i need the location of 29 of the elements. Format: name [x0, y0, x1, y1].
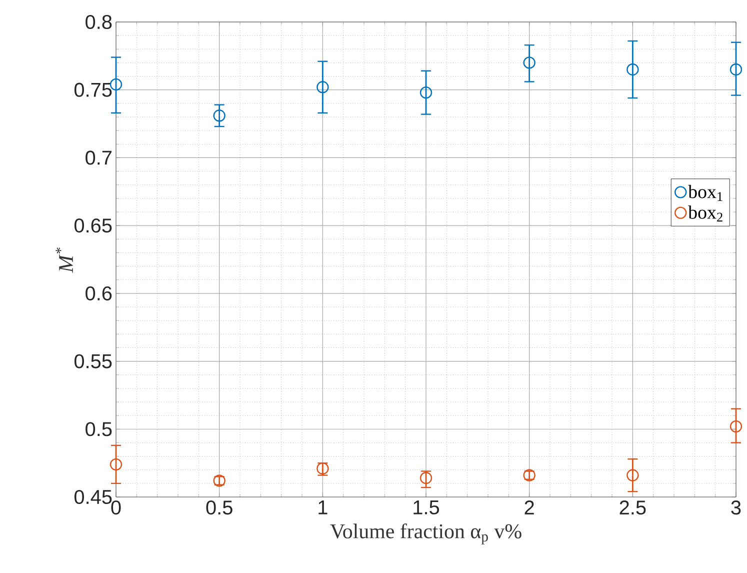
x-tick-label: 2.5 [620, 500, 646, 515]
x-tick-label: 1 [318, 500, 328, 514]
y-tick-label: 0.6 [86, 286, 112, 300]
x-axis-title: Volume fraction α$_{p}$ v% [330, 523, 522, 544]
y-tick-label: 0.45 [74, 490, 112, 504]
x-tick-label: 0.5 [206, 500, 232, 515]
point [213, 110, 226, 122]
y-tick-label: 0.8 [86, 14, 112, 30]
point [420, 86, 432, 99]
x-tick-label: 0 [111, 500, 121, 515]
y-tick-label: 0.65 [74, 218, 112, 233]
point [626, 63, 639, 76]
point [110, 458, 122, 471]
x-tick-label: 3 [731, 500, 741, 515]
point [420, 472, 432, 484]
legend-label: box$_{1}$ [688, 184, 722, 201]
point [626, 469, 639, 482]
point [730, 420, 742, 433]
x-tick-label: 2 [524, 500, 534, 514]
y-tick-label: 0.5 [86, 422, 112, 436]
y-tick-label: 0.75 [74, 82, 112, 97]
y-tick-label: 0.7 [86, 150, 112, 165]
point [523, 56, 536, 69]
legend-label: box$_{2}$ [688, 205, 722, 222]
x-tick-label: 1.5 [414, 500, 440, 514]
y-tick-label: 0.55 [74, 354, 112, 368]
point [316, 81, 329, 94]
point [730, 63, 742, 76]
y-axis-title: M$^{*}$ [56, 248, 73, 273]
